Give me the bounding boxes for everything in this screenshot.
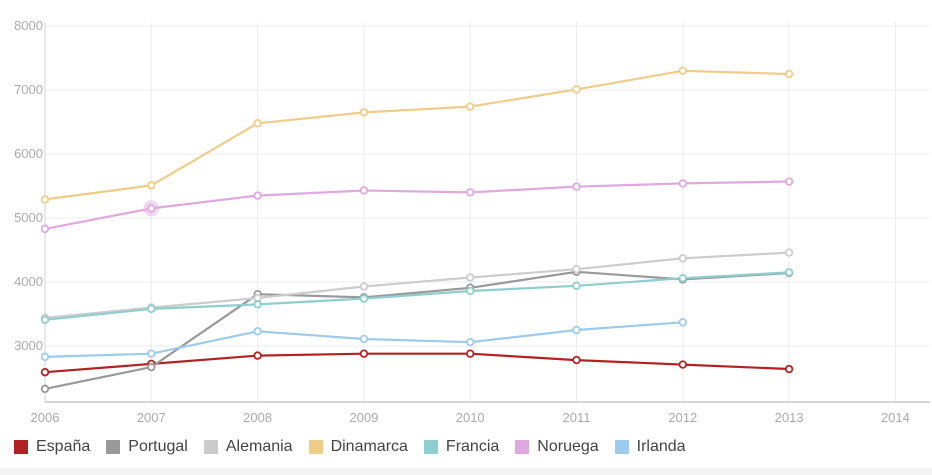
data-point-dinamarca (572, 85, 581, 94)
x-tick-label: 2009 (349, 410, 378, 425)
data-point-francia (678, 273, 687, 283)
legend-swatch (106, 440, 121, 454)
data-point-dinamarca (678, 66, 687, 75)
series-line-espana (44, 352, 790, 374)
data-point-irlanda (253, 327, 262, 336)
x-tick-label: 2014 (881, 410, 910, 425)
data-point-dinamarca (359, 108, 369, 117)
legend-label: Portugal (128, 438, 188, 455)
data-point-francia (359, 294, 369, 303)
legend-item-espana[interactable]: España (14, 438, 90, 456)
series-line-dinamarca (44, 69, 790, 201)
series-line-portugal (44, 270, 790, 390)
data-point-francia (572, 281, 581, 291)
data-point-espana (784, 364, 794, 374)
data-point-alemania (572, 265, 581, 274)
data-point-dinamarca (147, 181, 156, 190)
legend-label: Dinamarca (330, 438, 408, 455)
legend-label: Noruega (537, 438, 599, 455)
data-point-noruega (147, 204, 156, 213)
data-point-espana (572, 355, 581, 365)
data-point-espana (40, 368, 50, 377)
line-chart: 3000 4000 5000 6000 7000 8000 2006 2007 2008 2009… (14, 18, 930, 425)
series-line-noruega (44, 180, 790, 230)
data-point-irlanda (147, 349, 156, 358)
y-tick-label: 3000 (14, 338, 43, 353)
y-tick-label: 6000 (14, 146, 43, 161)
data-point-espana (359, 349, 369, 358)
data-point-alemania (784, 248, 794, 257)
x-tick-label: 2012 (668, 410, 697, 425)
data-point-francia (253, 300, 262, 309)
y-tick-label: 7000 (14, 82, 43, 97)
data-point-irlanda (678, 318, 687, 327)
data-point-irlanda (359, 334, 369, 344)
series-line-francia (44, 271, 790, 321)
data-point-alemania (359, 282, 369, 291)
legend-item-portugal[interactable]: Portugal (106, 438, 188, 456)
data-point-portugal (147, 362, 156, 372)
legend-item-francia[interactable]: Francia (423, 438, 500, 456)
data-point-dinamarca (784, 69, 794, 79)
data-point-espana (253, 351, 262, 360)
data-point-noruega (253, 191, 262, 200)
x-tick-label: 2011 (563, 410, 591, 425)
x-tick-label: 2013 (775, 410, 804, 425)
data-point-irlanda (572, 325, 581, 335)
data-point-irlanda (40, 352, 50, 362)
data-point-irlanda (466, 337, 475, 347)
x-tick-label: 2010 (456, 410, 485, 425)
legend-swatch (203, 440, 218, 454)
series-line-alemania (44, 251, 790, 319)
y-tick-label: 8000 (14, 18, 43, 33)
data-point-francia (784, 268, 794, 277)
legend-swatch (308, 440, 323, 454)
legend-swatch (14, 440, 28, 454)
legend-swatch (515, 440, 530, 454)
data-point-francia (466, 286, 475, 296)
data-point-alemania (678, 254, 687, 263)
data-point-noruega (359, 186, 369, 195)
x-tick-label: 2006 (31, 410, 60, 425)
y-tick-label: 5000 (14, 210, 43, 225)
footer-bar (0, 468, 932, 475)
x-tick-label: 2008 (243, 410, 272, 425)
data-point-noruega (572, 182, 581, 191)
legend-item-noruega[interactable]: Noruega (515, 438, 599, 456)
chart-svg: 3000 4000 5000 6000 7000 8000 2006 2007 2008 2009… (14, 18, 930, 425)
data-point-dinamarca (253, 119, 262, 128)
legend: España Portugal Alemania Dinamarca Francia No… (14, 436, 702, 458)
legend-item-alemania[interactable]: Alemania (203, 438, 293, 456)
legend-label: Alemania (225, 438, 293, 455)
data-point-francia (40, 315, 50, 324)
data-point-portugal (40, 384, 50, 394)
legend-label: Francia (445, 438, 500, 455)
legend-label: España (36, 438, 91, 455)
data-point-espana (678, 360, 687, 369)
x-tick-label: 2007 (137, 410, 166, 425)
data-point-dinamarca (466, 102, 475, 111)
legend-swatch (614, 440, 629, 454)
data-point-dinamarca (40, 195, 50, 204)
data-point-noruega (466, 188, 475, 197)
data-point-alemania (466, 273, 475, 282)
legend-label: Irlanda (636, 438, 686, 455)
data-point-noruega (40, 224, 50, 234)
legend-swatch (423, 440, 438, 454)
y-tick-label: 4000 (14, 274, 43, 289)
data-point-espana (466, 349, 475, 358)
legend-item-dinamarca[interactable]: Dinamarca (308, 438, 408, 456)
data-point-noruega (678, 179, 687, 188)
data-point-noruega (784, 177, 794, 186)
data-point-francia (147, 304, 156, 314)
legend-item-irlanda[interactable]: Irlanda (614, 438, 686, 456)
